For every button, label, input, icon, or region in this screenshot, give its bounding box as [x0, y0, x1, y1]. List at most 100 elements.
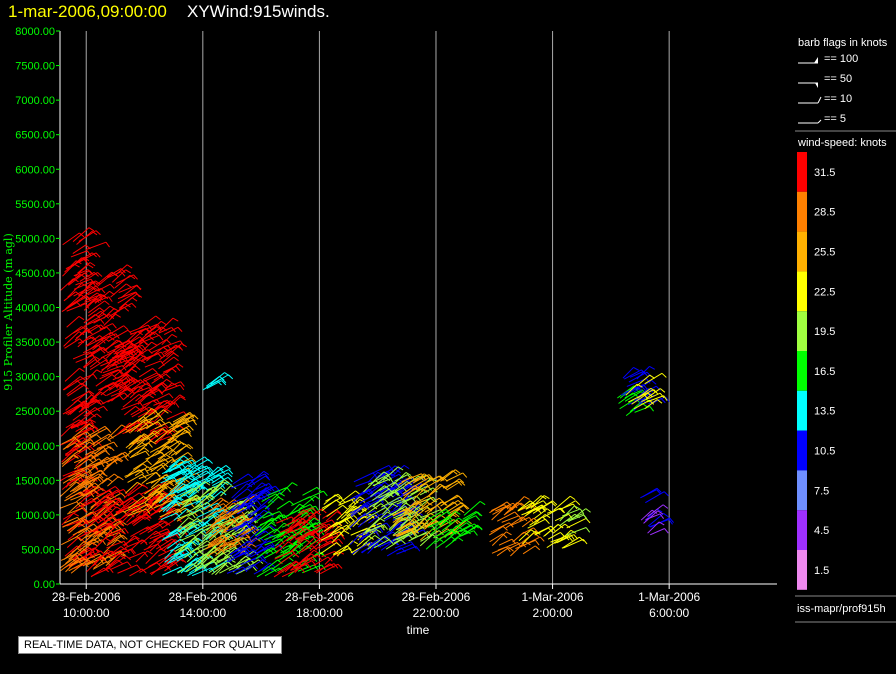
wind-barb [91, 446, 115, 459]
barb-staff [60, 558, 73, 569]
barb-staff [373, 476, 386, 487]
wind-barb [181, 497, 198, 509]
barb-flag [133, 274, 138, 280]
barb-flag [100, 338, 106, 344]
wind-barb [60, 557, 83, 572]
color-label: 16.5 [814, 366, 835, 378]
barb-staff [72, 423, 90, 439]
barb-flag [185, 445, 192, 450]
wind-barb [210, 374, 234, 386]
wind-barb [208, 479, 230, 495]
barb-staff [403, 500, 417, 514]
barb-staff [105, 522, 120, 537]
barb-flag [579, 536, 585, 542]
barb-staff [202, 528, 215, 540]
barb-flag [403, 464, 410, 470]
barb-staff [559, 505, 575, 522]
barb-staff [73, 454, 93, 464]
wind-barb [124, 481, 143, 494]
wind-barb [173, 547, 192, 555]
barb-flag [246, 483, 253, 488]
wind-barb [85, 346, 108, 356]
wind-barb [107, 476, 124, 487]
wind-barb [445, 537, 464, 548]
barb-flag [83, 384, 89, 390]
barb-staff [408, 531, 429, 542]
barb-staff [362, 483, 381, 495]
barb-staff [533, 514, 546, 525]
barb-staff [160, 540, 174, 551]
barb-staff [444, 478, 460, 490]
barb-flag [115, 313, 121, 318]
wind-barb [97, 283, 115, 292]
barb-flag [86, 409, 93, 414]
barb-flag [146, 460, 152, 465]
barb-flag [585, 508, 591, 513]
barb-flag [147, 550, 153, 555]
barb-staff [392, 531, 413, 542]
barb-staff [72, 227, 90, 242]
barb-flag [85, 445, 91, 451]
barb-flag [300, 521, 306, 527]
barb-staff [105, 343, 122, 359]
barb-staff [138, 323, 158, 333]
barb-staff [202, 513, 218, 526]
barb-staff [68, 523, 81, 534]
barb-staff [302, 564, 322, 574]
wind-barb [93, 313, 115, 324]
wind-barb [89, 356, 109, 368]
barb-flag [223, 525, 229, 531]
wind-barb [231, 483, 253, 499]
barb-flag [477, 524, 483, 530]
barb-staff [123, 386, 139, 401]
barb-flag [195, 478, 201, 484]
wind-barb [267, 487, 291, 496]
wind-barb [136, 440, 157, 454]
barb-staff [204, 497, 222, 510]
wind-barb [299, 517, 320, 532]
barb-flag [261, 482, 268, 487]
barb-flag [144, 516, 151, 521]
barb-staff [115, 375, 129, 387]
barb-staff [164, 555, 176, 567]
y-tick-label: 6000.00 [15, 164, 55, 176]
barb-flag [421, 473, 426, 479]
wind-barb [460, 515, 481, 524]
barb-staff [235, 520, 247, 532]
barb-staff [98, 516, 114, 527]
barb-staff [460, 523, 475, 533]
barb-flag [86, 431, 92, 437]
barb-flag [432, 487, 438, 493]
barb-flag [201, 528, 207, 534]
wind-barb [309, 539, 329, 552]
barb-flag [167, 400, 172, 406]
barb-staff [100, 359, 114, 372]
barb-staff [393, 495, 409, 510]
barb-staff [97, 272, 114, 287]
wind-barb [149, 565, 172, 575]
barb-staff [254, 522, 272, 537]
barb-staff [104, 559, 118, 571]
barb-staff [171, 527, 185, 537]
barb-flag [142, 340, 148, 346]
barb-staff [321, 550, 336, 558]
barb-flag [113, 359, 119, 364]
barb-staff [183, 464, 196, 474]
barb-staff [111, 388, 127, 402]
barb-flag [271, 547, 277, 552]
wind-barb [66, 537, 84, 548]
barb-staff [246, 482, 263, 498]
wind-barb [131, 503, 154, 514]
barb-staff [184, 560, 198, 573]
barb-staff [171, 499, 190, 508]
barb-flag [119, 501, 125, 507]
barb-flag [121, 424, 128, 429]
barb-flag [418, 502, 424, 507]
barb-flag [663, 513, 669, 518]
barb-flag [148, 442, 153, 448]
barb-staff [103, 492, 122, 504]
barb-flag [191, 512, 196, 519]
barb-staff [226, 547, 246, 561]
barb-flag [394, 489, 400, 495]
barb-flag [72, 558, 78, 564]
